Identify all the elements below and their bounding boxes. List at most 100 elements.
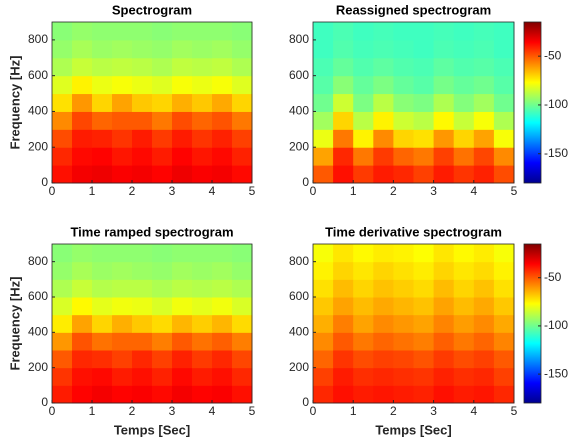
- heat-cell: [112, 75, 133, 95]
- heat-cell: [132, 279, 153, 298]
- heat-cell: [72, 314, 93, 333]
- heat-cell: [72, 39, 93, 59]
- x-tick-label: 3: [169, 184, 176, 198]
- x-tick-label: 3: [430, 404, 437, 418]
- heat-cell: [112, 314, 133, 333]
- plot-title: Reassigned spectrogram: [336, 2, 491, 17]
- heat-cell: [232, 332, 253, 351]
- heat-cell: [393, 75, 414, 95]
- plot-title: Spectrogram: [112, 2, 192, 17]
- heat-cell: [493, 244, 515, 263]
- plot-frame: [51, 243, 253, 404]
- heat-cell: [192, 165, 213, 184]
- heat-cell: [92, 93, 113, 112]
- heat-cell: [172, 93, 193, 112]
- heat-cell: [453, 314, 475, 333]
- heat-cell: [152, 93, 173, 112]
- heat-cell: [112, 57, 133, 77]
- heat-cell: [493, 332, 515, 351]
- heat-cell: [333, 279, 354, 298]
- heat-cell: [52, 57, 73, 77]
- heat-cell: [413, 111, 435, 130]
- heat-cell: [313, 93, 334, 112]
- heat-cell: [393, 57, 414, 77]
- heat-cell: [112, 279, 133, 298]
- heat-cell: [333, 385, 354, 404]
- heat-cell: [433, 244, 455, 263]
- heat-cell: [172, 385, 193, 404]
- heat-cell: [212, 57, 233, 77]
- heat-cell: [172, 261, 193, 280]
- heat-cell: [493, 350, 515, 369]
- heat-cell: [132, 39, 153, 59]
- heat-cell: [132, 297, 153, 316]
- heat-cell: [92, 367, 113, 386]
- heat-cell: [92, 39, 113, 59]
- heat-cell: [92, 57, 113, 77]
- heat-cell: [413, 314, 435, 333]
- colorbar-tick-label: -50: [544, 270, 562, 284]
- heat-cell: [353, 22, 374, 41]
- heat-cell: [112, 385, 133, 404]
- heat-cell: [192, 279, 213, 298]
- heat-cell: [52, 129, 73, 148]
- heat-cell: [453, 350, 475, 369]
- heat-cell: [433, 297, 455, 316]
- y-tick-label: 400: [28, 325, 48, 339]
- heat-cell: [232, 385, 253, 404]
- heat-cell: [473, 279, 495, 298]
- x-tick-label: 0: [310, 404, 317, 418]
- x-tick-label: 2: [390, 404, 397, 418]
- heat-cell: [393, 39, 414, 59]
- heat-cell: [192, 147, 213, 166]
- heat-cell: [192, 75, 213, 95]
- heat-cell: [192, 332, 213, 351]
- y-tick-label: 800: [289, 32, 309, 46]
- heat-cell: [493, 22, 515, 41]
- heat-cell: [313, 297, 334, 316]
- heat-cell: [453, 165, 475, 184]
- heat-cell: [313, 165, 334, 184]
- heat-cell: [172, 75, 193, 95]
- heat-cell: [72, 93, 93, 112]
- heat-cell: [152, 57, 173, 77]
- heat-cell: [373, 332, 394, 351]
- heat-cell: [72, 111, 93, 130]
- heat-cell: [132, 367, 153, 386]
- heat-cell: [172, 57, 193, 77]
- y-tick-label: 600: [28, 289, 48, 303]
- heat-cell: [373, 350, 394, 369]
- heat-cell: [433, 350, 455, 369]
- colorbar-tick-label: -100: [544, 97, 568, 111]
- x-tick-label: 5: [249, 184, 256, 198]
- heat-cell: [473, 39, 495, 59]
- x-tick-label: 5: [511, 404, 518, 418]
- y-tick-label: 0: [302, 175, 309, 189]
- heat-cell: [92, 165, 113, 184]
- x-tick-label: 0: [310, 184, 317, 198]
- heat-cell: [232, 111, 253, 130]
- heat-cell: [453, 244, 475, 263]
- heat-cell: [373, 111, 394, 130]
- heat-cell: [212, 22, 233, 41]
- y-tick-label: 200: [289, 360, 309, 374]
- heat-cell: [172, 297, 193, 316]
- heat-cell: [353, 93, 374, 112]
- x-tick-label: 2: [129, 404, 136, 418]
- heat-cell: [152, 22, 173, 41]
- heat-cell: [373, 129, 394, 148]
- heat-cell: [212, 39, 233, 59]
- heat-cell: [112, 111, 133, 130]
- heat-cell: [473, 57, 495, 77]
- heat-cell: [333, 111, 354, 130]
- x-tick-label: 3: [430, 184, 437, 198]
- heat-cell: [52, 165, 73, 184]
- plot-frame: [312, 243, 515, 404]
- heat-cell: [453, 39, 475, 59]
- heat-cell: [212, 93, 233, 112]
- heat-cell: [52, 385, 73, 404]
- x-tick-label: 0: [49, 404, 56, 418]
- colorbar-tick-label: -150: [544, 366, 568, 380]
- heat-cell: [373, 57, 394, 77]
